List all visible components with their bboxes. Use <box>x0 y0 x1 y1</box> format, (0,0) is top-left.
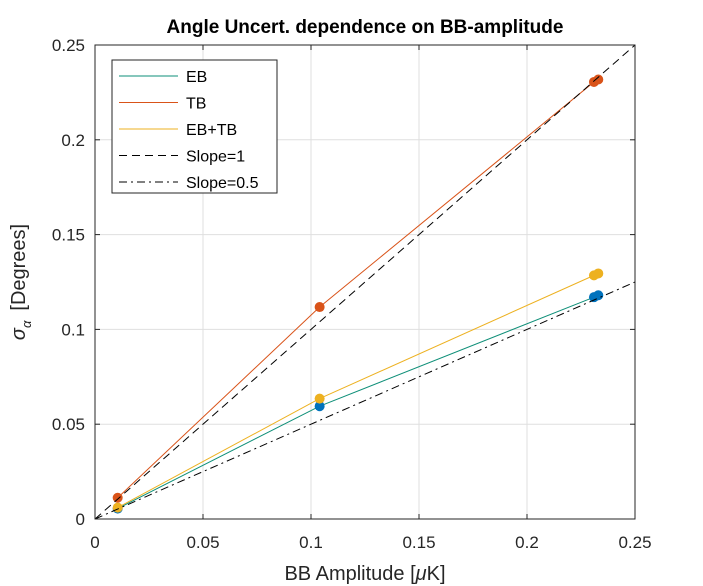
legend-box <box>111 59 278 194</box>
x-tick-label: 0.25 <box>618 533 651 552</box>
series-line <box>94 44 636 520</box>
x-tick-label: 0.1 <box>299 533 323 552</box>
y-axis-title-alpha: α <box>19 320 34 328</box>
x-tick-label: 0 <box>90 533 99 552</box>
axes-box <box>94 44 636 520</box>
y-tick-label: 0 <box>76 510 85 529</box>
series-layer <box>94 44 636 520</box>
series-eb-tb <box>112 268 604 513</box>
y-axis-title-rest: [Degrees] <box>8 224 30 311</box>
chart-title: Angle Uncert. dependence on BB-amplitude <box>167 17 564 38</box>
y-tick-label: 0.15 <box>52 226 85 245</box>
data-point <box>314 393 325 404</box>
data-point <box>593 290 604 301</box>
data-point <box>593 74 604 85</box>
x-axis-title: BB Amplitude [μK] <box>284 563 445 585</box>
x-axis-title-main: BB Amplitude [ <box>284 563 416 585</box>
series-line <box>94 281 636 520</box>
x-tick-label: 0.05 <box>186 533 219 552</box>
y-tick-label: 0.2 <box>61 131 85 150</box>
x-tick-label: 0.2 <box>515 533 539 552</box>
data-point <box>314 401 325 412</box>
y-axis-title: σα [Degrees] <box>8 224 34 340</box>
x-axis-title-mu: μ <box>415 563 427 585</box>
legend-label: EB <box>186 69 207 86</box>
legend-label: TB <box>186 96 206 113</box>
data-point <box>112 492 123 503</box>
legend-label: Slope=0.5 <box>186 175 259 192</box>
x-axis-title-end: K] <box>427 563 446 585</box>
data-point <box>593 268 604 279</box>
data-point <box>314 302 325 313</box>
series-tb <box>112 74 604 503</box>
series-slope-1 <box>94 44 636 520</box>
axis-ticks: 0 0.05 0.1 0.15 0.2 0.25 0 0.05 0.1 0.15 0.2 0.25 <box>52 36 652 552</box>
legend: EB TB EB+TB Slope=1 Slope=0.5 <box>111 59 278 194</box>
x-tick-label: 0.15 <box>402 533 435 552</box>
y-tick-label: 0.05 <box>52 415 85 434</box>
y-tick-label: 0.25 <box>52 36 85 55</box>
y-tick-label: 0.1 <box>61 320 85 339</box>
y-axis-title-sigma: σ <box>8 327 30 340</box>
legend-label: Slope=1 <box>186 149 245 166</box>
series-slope-0-5 <box>94 281 636 520</box>
legend-label: EB+TB <box>186 122 237 139</box>
